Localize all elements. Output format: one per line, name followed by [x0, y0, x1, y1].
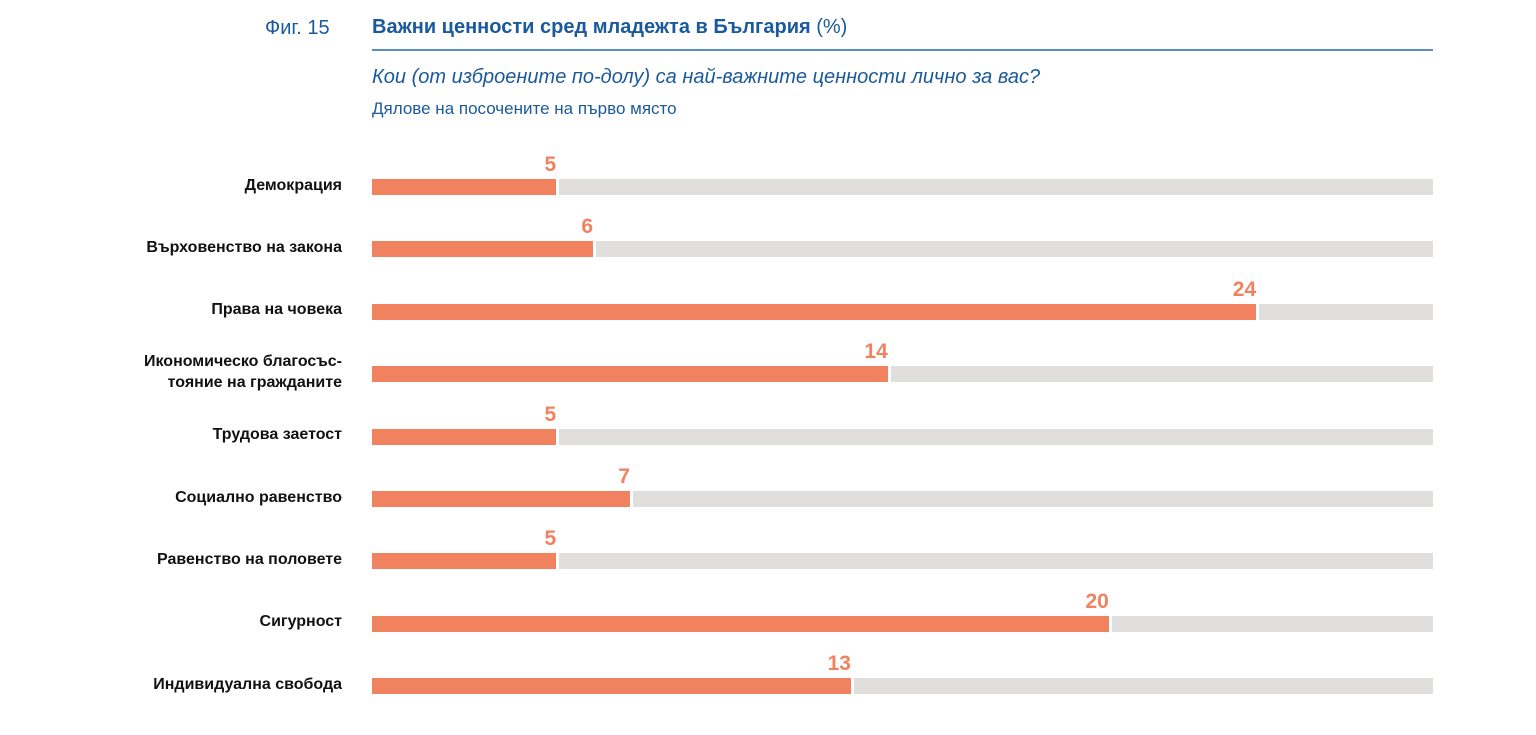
category-label: Равенство на половете [157, 550, 342, 568]
value-label: 20 [1085, 589, 1109, 613]
category-label: Демокрация [244, 176, 342, 194]
category-label: Права на човека [211, 301, 342, 319]
track-bar [853, 678, 1433, 695]
value-label: 24 [1232, 277, 1257, 301]
track-bar [559, 553, 1433, 570]
value-label: 7 [618, 465, 630, 488]
value-bar [372, 241, 594, 258]
value-label: 14 [864, 340, 888, 364]
category-label: Сигурност [259, 613, 342, 631]
value-bar [372, 366, 888, 383]
category-label: Индивидуална свобода [153, 675, 342, 693]
category-label: Социално равенство [175, 488, 342, 506]
track-bar [1259, 303, 1433, 320]
track-bar [559, 179, 1433, 195]
track-bar [1111, 615, 1433, 632]
value-bar [372, 179, 557, 195]
track-bar [559, 428, 1433, 445]
title-divider [372, 49, 1433, 51]
value-bar [372, 303, 1257, 320]
category-label: Върховенство на закона [146, 238, 342, 256]
value-bar [372, 428, 557, 445]
chart-title-text: Важни ценности сред младежта в България [372, 16, 811, 38]
value-bar [372, 615, 1109, 632]
chart-subtitle: Дялове на посочените на първо място [372, 99, 677, 118]
value-bar [372, 678, 851, 695]
value-label: 5 [544, 153, 557, 176]
value-bar [372, 491, 630, 507]
chart-question: Кои (от изброените по-долу) са най-важни… [372, 66, 1041, 88]
track-bar [890, 366, 1433, 383]
value-label: 6 [581, 215, 594, 239]
track-bar [596, 241, 1433, 258]
value-label: 13 [827, 652, 851, 676]
value-label: 5 [544, 527, 557, 551]
category-label: Трудова заетост [212, 426, 342, 444]
figure-label: Фиг. 15 [265, 17, 330, 39]
category-label: Икономическо благосъс-тояние на граждани… [144, 353, 342, 392]
chart-title: Важни ценности сред младежта в България … [372, 16, 847, 39]
value-bar [372, 553, 557, 570]
track-bar [632, 491, 1433, 507]
value-label: 5 [544, 402, 557, 426]
chart-title-unit: (%) [816, 16, 848, 38]
